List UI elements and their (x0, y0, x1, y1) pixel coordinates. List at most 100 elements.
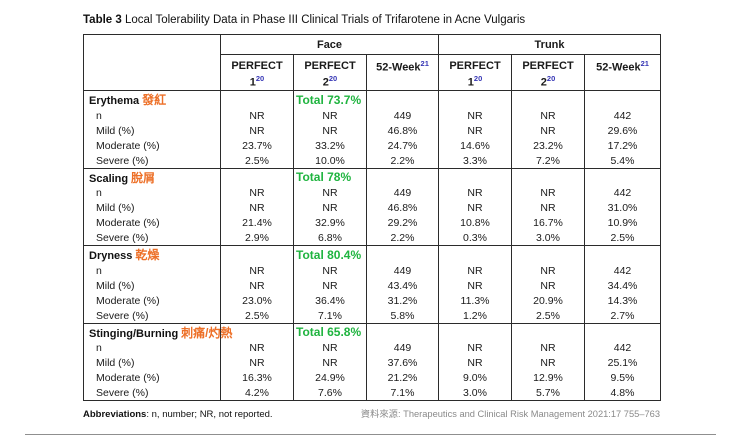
row-label: Severe (%) (83, 230, 221, 247)
table-cell-empty (438, 245, 513, 264)
group-header-row: Stinging/Burning 刺痛/灼熱 Total 65.8% (83, 323, 662, 341)
table-cell-empty (365, 168, 440, 186)
source-citation: 資料來源: Therapeutics and Clinical Risk Man… (360, 409, 660, 420)
table-cell: NR (293, 108, 367, 124)
table-cell: NR (293, 278, 367, 294)
table-cell-empty (584, 90, 662, 109)
table-row: Moderate (%) 21.4% 32.9% 29.2% 10.8% 16.7% 10.… (83, 215, 662, 231)
group-label-dryness: Dryness 乾燥 (83, 245, 221, 264)
table-cell: NR (511, 278, 586, 294)
table-cell: 10.8% (438, 215, 513, 231)
column-header-ref: 20 (255, 73, 265, 83)
table-cell: 449 (365, 263, 440, 279)
table-cell: 36.4% (293, 293, 367, 309)
column-header-num: 1 (249, 76, 256, 89)
table-cell: NR (220, 355, 294, 371)
table-row: n NR NR 449 NR NR 442 (83, 185, 662, 201)
table-cell: NR (511, 200, 586, 216)
table-cell: 3.0% (438, 385, 513, 402)
column-header-ref: 21 (640, 59, 649, 68)
table-cell: 29.6% (584, 123, 662, 139)
column-header-num: 1 (467, 76, 474, 89)
group-name-chinese: 發紅 (142, 93, 167, 108)
corner-cell (83, 34, 221, 92)
table-cell: 9.5% (584, 370, 662, 386)
table-cell: 0.3% (438, 230, 513, 247)
table-cell: 10.9% (584, 215, 662, 231)
table-cell-empty (220, 168, 294, 186)
table-row: Mild (%) NR NR 46.8% NR NR 29.6% (83, 123, 662, 139)
table-number: Table 3 (83, 14, 122, 26)
table-cell: NR (220, 278, 294, 294)
table-cell: 33.2% (293, 138, 367, 154)
table-row: Moderate (%) 16.3% 24.9% 21.2% 9.0% 12.9% 9.5% (83, 370, 662, 386)
table-cell: NR (220, 108, 294, 124)
column-header-ref: 20 (328, 73, 338, 83)
column-header-ref: 21 (420, 59, 429, 68)
group-name: Scaling (89, 172, 129, 185)
column-header-face-perfect2: PERFECT 220 (293, 54, 367, 92)
table-cell-empty (511, 168, 586, 186)
table-cell: NR (293, 340, 367, 356)
column-header-text: PERFECT (304, 60, 356, 72)
table-cell: 31.0% (584, 200, 662, 216)
row-label: n (83, 340, 221, 356)
table-row: Mild (%) NR NR 43.4% NR NR 34.4% (83, 278, 662, 294)
table-cell: 3.0% (511, 230, 586, 247)
table-cell: 24.7% (365, 138, 440, 154)
table-cell: NR (438, 263, 513, 279)
table-cell: 3.3% (438, 153, 513, 169)
table-title-text: Local Tolerability Data in Phase III Cli… (124, 14, 526, 26)
table-cell: 21.2% (365, 370, 440, 386)
group-total: Total 73.7% (293, 90, 367, 109)
face-header: Face (219, 34, 440, 55)
table-cell: 7.6% (293, 385, 367, 402)
header-row-columns: PERFECT 120 PERFECT 220 52-Week21 PERFECT 1… (84, 54, 662, 92)
table-cell-empty (511, 245, 586, 264)
column-header-face-perfect1: PERFECT 120 (220, 54, 294, 92)
table-cell: 12.9% (511, 370, 586, 386)
table-cell: 6.8% (293, 230, 367, 247)
table-cell: 11.3% (438, 293, 513, 309)
row-label: Moderate (%) (83, 138, 221, 154)
table-cell: 14.3% (584, 293, 662, 309)
table-cell: 4.2% (220, 385, 294, 402)
group-header-row: Erythema 發紅 Total 73.7% (83, 90, 662, 109)
table-cell: 25.1% (584, 355, 662, 371)
table-cell: 7.1% (365, 385, 440, 402)
table-cell: 5.4% (584, 153, 662, 169)
table-cell-empty (584, 323, 662, 341)
row-label: Mild (%) (83, 278, 221, 294)
abbreviations-note: Abbreviations: n, number; NR, not report… (83, 409, 273, 420)
table-cell-empty (438, 90, 513, 109)
column-header-trunk-52week: 52-Week21 (584, 54, 662, 92)
row-label: Severe (%) (83, 153, 221, 169)
table-cell: 1.2% (438, 308, 513, 324)
group-label-scaling: Scaling 脫屑 (83, 168, 221, 186)
table-cell: 2.7% (584, 308, 662, 324)
column-header-text: PERFECT (231, 60, 283, 72)
table-cell: 9.0% (438, 370, 513, 386)
table-cell: 7.1% (293, 308, 367, 324)
column-header-face-52week: 52-Week21 (365, 54, 440, 92)
trunk-header: Trunk (438, 34, 662, 55)
abbreviations-text: : n, number; NR, not reported. (146, 409, 273, 421)
table-cell: 14.6% (438, 138, 513, 154)
table-content: Table 3 Local Tolerability Data in Phase… (83, 14, 662, 420)
row-label: Severe (%) (83, 385, 221, 402)
group-name: Dryness (89, 250, 133, 263)
table-cell: 24.9% (293, 370, 367, 386)
column-header-text: 52-Week (376, 61, 421, 74)
table-cell-empty (438, 168, 513, 186)
table-cell: 17.2% (584, 138, 662, 154)
table-cell-empty (511, 90, 586, 109)
table-row: Moderate (%) 23.0% 36.4% 31.2% 11.3% 20.9% 14.… (83, 293, 662, 309)
table-cell: 16.3% (220, 370, 294, 386)
group-name-chinese: 脫屑 (131, 170, 156, 185)
table-cell: 2.5% (584, 230, 662, 247)
group-header-row: Dryness 乾燥 Total 80.4% (83, 245, 662, 264)
column-header-ref: 20 (473, 73, 483, 83)
column-header-trunk-perfect2: PERFECT 220 (511, 54, 586, 92)
header-row-region: Face Trunk (83, 34, 662, 92)
group-name-chinese: 刺痛/灼熱 (181, 325, 233, 340)
